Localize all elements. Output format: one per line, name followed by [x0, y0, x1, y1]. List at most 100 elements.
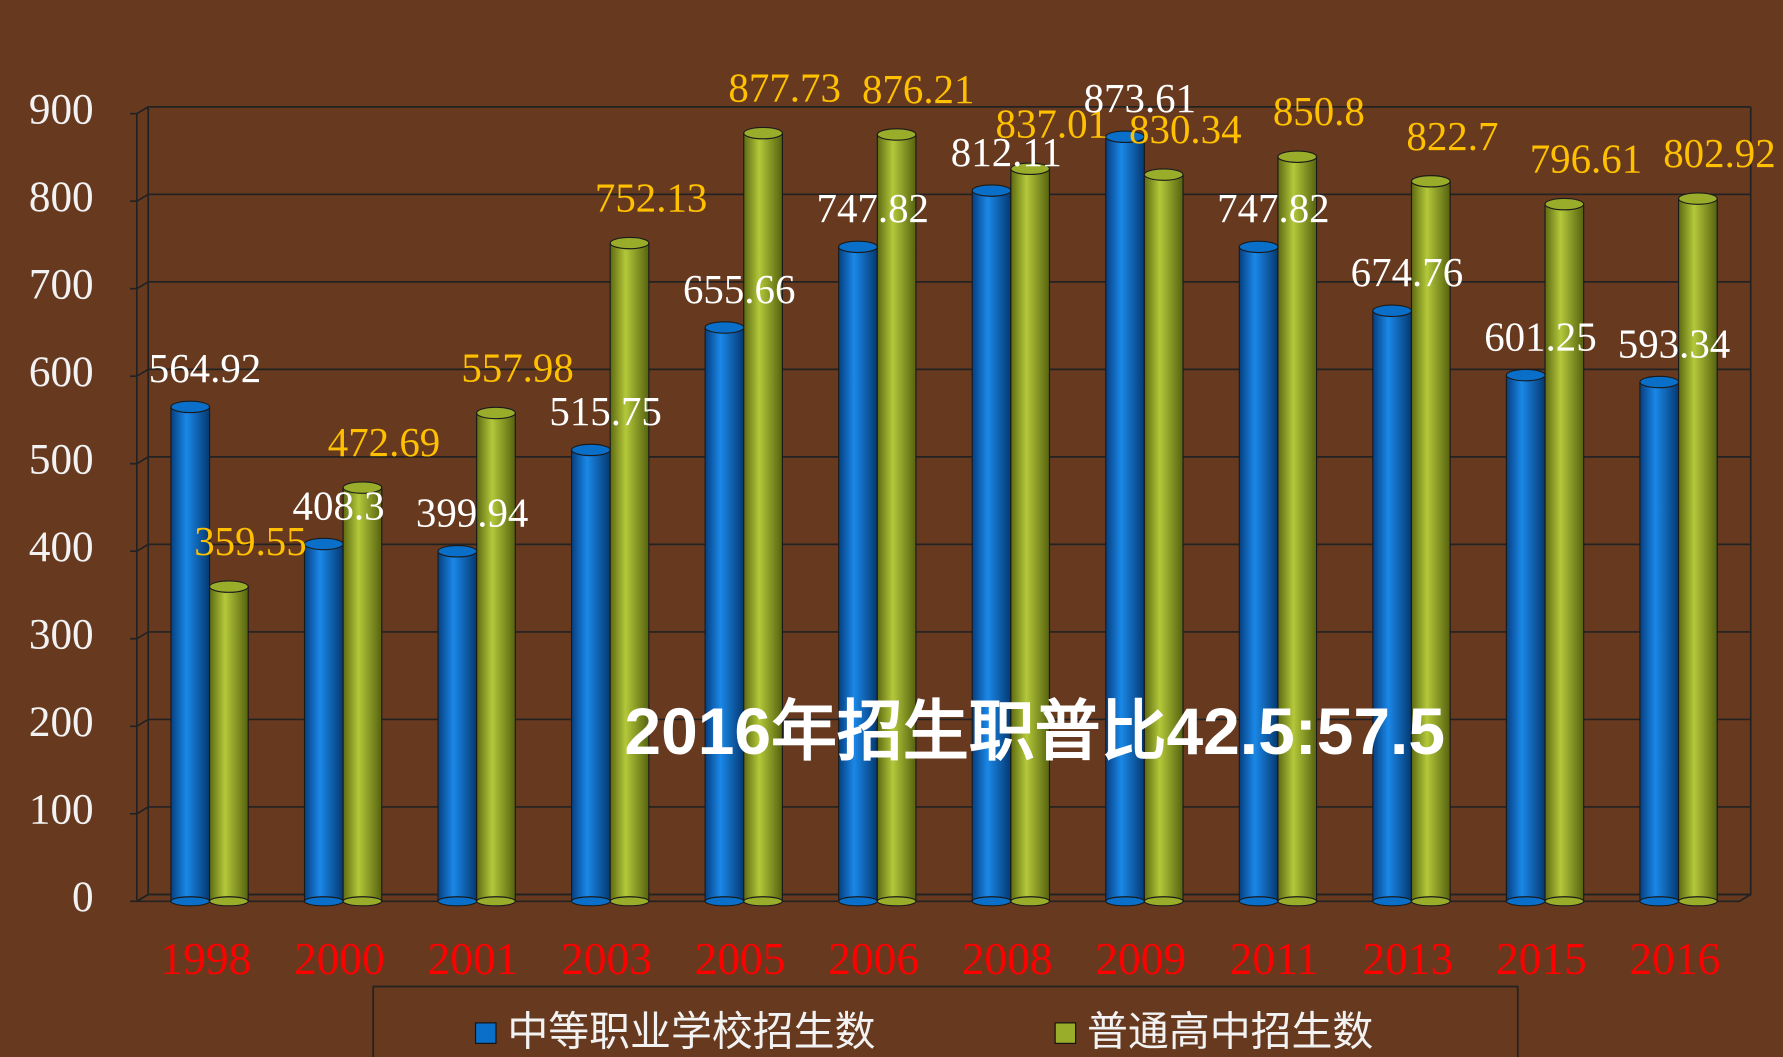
bar-base [342, 896, 383, 907]
y-tick-label: 100 [29, 787, 94, 834]
bar [1010, 168, 1051, 902]
y-tick-label: 500 [29, 437, 94, 484]
legend-swatch [1054, 1022, 1077, 1044]
grid-line [136, 806, 1751, 815]
bar-cap [876, 128, 917, 141]
data-label: 593.34 [1618, 321, 1730, 366]
bar [342, 487, 383, 902]
x-tick-label: 1998 [160, 933, 251, 984]
data-label: 472.69 [328, 420, 441, 465]
data-label: 359.55 [194, 519, 307, 564]
data-label: 822.7 [1406, 114, 1498, 159]
bar-base [1677, 896, 1718, 907]
bar-cap [170, 400, 211, 414]
data-label: 655.66 [683, 267, 796, 312]
bar-cap [208, 580, 249, 593]
legend-box [372, 985, 1519, 1057]
bar [303, 543, 344, 902]
x-tick-label: 2009 [1095, 933, 1186, 984]
bar-base [743, 896, 783, 907]
bar-cap [342, 481, 383, 494]
bar-cap [1105, 130, 1145, 144]
bar-base [1410, 896, 1451, 907]
data-label: 802.92 [1663, 131, 1775, 176]
bar-cap [971, 184, 1012, 197]
bar-cap [838, 240, 878, 254]
bar-base [971, 896, 1012, 907]
y-tick-label: 200 [29, 699, 94, 746]
bar-base [1277, 896, 1318, 907]
bar-base [437, 896, 478, 907]
data-label: 876.21 [862, 67, 975, 112]
bar-cap [1238, 240, 1279, 254]
bar [838, 246, 878, 902]
x-tick-label: 2000 [294, 933, 385, 984]
grid-line [136, 631, 1751, 640]
bar-base [1544, 896, 1585, 907]
bar [1505, 374, 1546, 902]
bar [1677, 198, 1718, 902]
x-tick-label: 2006 [828, 933, 919, 984]
bar [170, 406, 211, 902]
bar [570, 449, 611, 902]
x-tick-label: 2011 [1230, 933, 1319, 984]
bar-base [476, 896, 516, 907]
bar-base [1238, 896, 1279, 907]
bar-cap [1505, 368, 1546, 382]
bar-cap [743, 126, 783, 140]
data-label: 877.73 [728, 66, 841, 111]
bar [208, 586, 249, 902]
y-tick-label: 800 [29, 174, 94, 221]
bar [437, 550, 478, 902]
bar-cap [1372, 304, 1413, 318]
bar-cap [704, 321, 745, 334]
bar [1639, 381, 1680, 902]
bar-base [1010, 896, 1051, 907]
data-label: 399.94 [416, 491, 529, 536]
bar-cap [1143, 168, 1184, 181]
grid-line [136, 718, 1751, 727]
grid-line [136, 105, 1751, 115]
data-label: 557.98 [461, 345, 573, 390]
data-label: 796.61 [1530, 137, 1643, 182]
bar [971, 190, 1012, 902]
bar-cap [1677, 192, 1718, 205]
y-tick-label: 900 [29, 87, 94, 134]
grid-line [136, 193, 1751, 202]
bar-cap [437, 545, 478, 558]
bar-cap [1544, 197, 1585, 211]
x-tick-label: 2003 [561, 933, 652, 984]
legend-label: 普通高中招生数 [1087, 1007, 1373, 1055]
data-label: 837.01 [996, 101, 1108, 146]
bar-base [1372, 896, 1413, 907]
data-label: 747.82 [816, 186, 929, 231]
data-label: 850.8 [1273, 89, 1365, 134]
bar-base [838, 896, 878, 907]
y-tick-label: 300 [29, 612, 94, 659]
grid-line [136, 543, 1751, 552]
x-tick-label: 2016 [1629, 933, 1720, 984]
bar-base [170, 896, 211, 907]
bar [1105, 136, 1145, 902]
bar [1544, 203, 1585, 902]
bar [476, 412, 516, 902]
bar [609, 242, 650, 902]
data-label: 830.34 [1129, 107, 1242, 152]
x-tick-label: 2005 [695, 933, 786, 984]
x-tick-label: 2015 [1496, 933, 1587, 984]
data-label: 747.82 [1217, 186, 1329, 231]
bar [743, 132, 783, 902]
data-label: 601.25 [1484, 314, 1596, 359]
grid-line [136, 368, 1751, 377]
y-tick-label: 700 [29, 262, 94, 309]
bar-base [876, 896, 917, 907]
bar-cap [303, 537, 344, 551]
bar [1238, 246, 1279, 902]
bar-cap [1010, 162, 1051, 176]
x-tick-label: 2008 [962, 933, 1053, 984]
x-tick-label: 2001 [428, 933, 519, 984]
grid-line [136, 893, 1751, 903]
data-label: 873.61 [1084, 76, 1196, 121]
bar [704, 326, 745, 902]
